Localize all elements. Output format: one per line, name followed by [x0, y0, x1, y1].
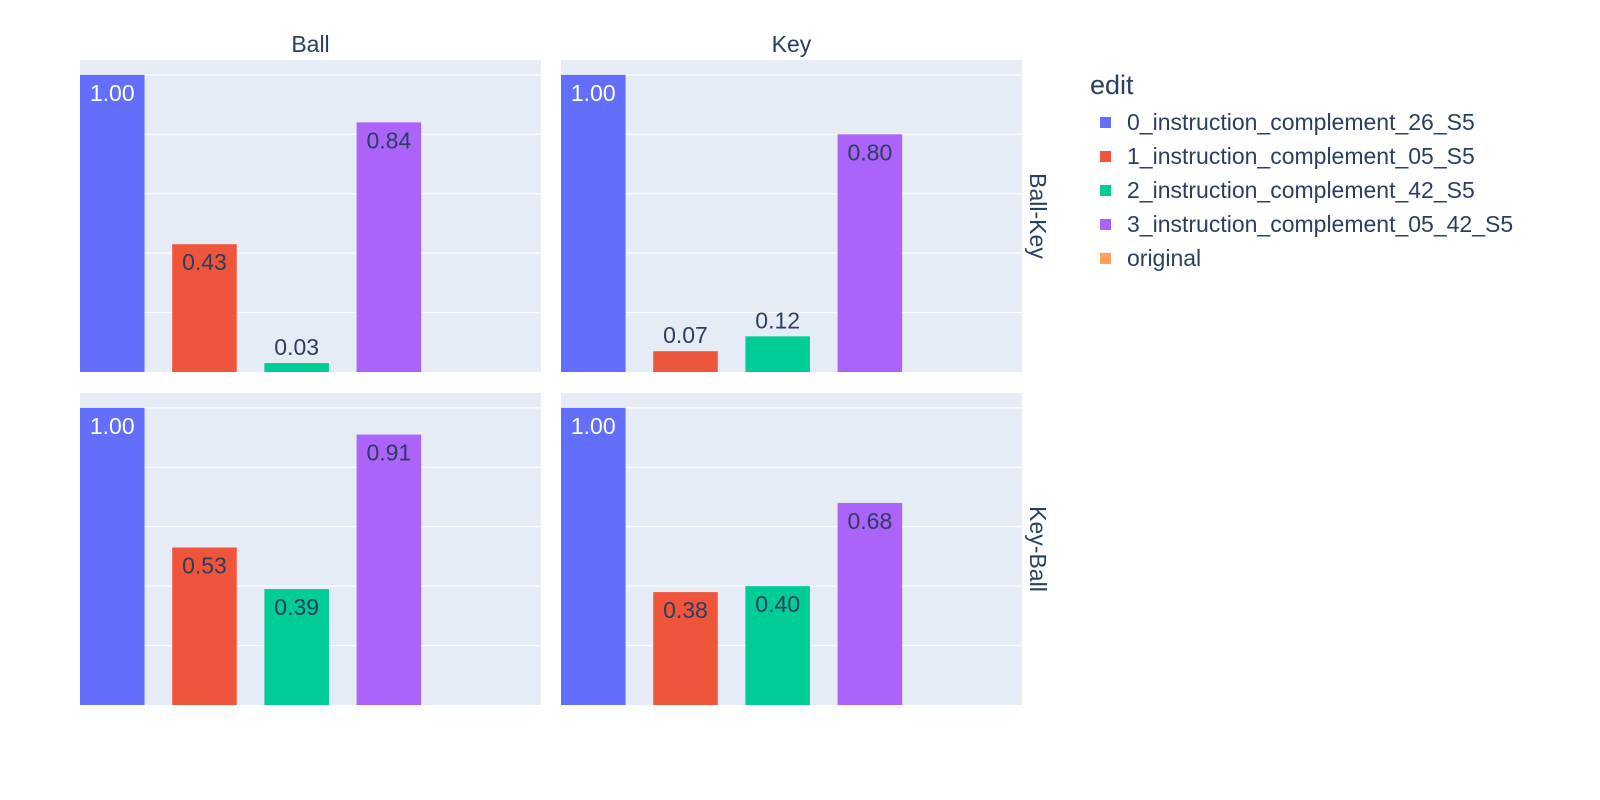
data-label: 0.07 [663, 322, 708, 348]
bar [745, 586, 810, 705]
bar [264, 363, 329, 372]
data-label: 0.43 [182, 249, 227, 275]
legend-label: 2_instruction_complement_42_S5 [1127, 176, 1475, 203]
data-label: 0.53 [182, 553, 227, 579]
bar [172, 547, 237, 705]
bar [561, 407, 626, 705]
data-label: 0.40 [755, 591, 800, 617]
bar [356, 122, 422, 373]
legend-label: 3_instruction_complement_05_42_S5 [1127, 210, 1514, 237]
bar [356, 434, 422, 705]
bar [837, 502, 903, 705]
facet-row-title: Ball-Key [1025, 173, 1051, 259]
legend-swatch [1100, 184, 1111, 196]
legend-label: 1_instruction_complement_05_S5 [1127, 142, 1475, 169]
legend-title: edit [1090, 70, 1134, 100]
bar [653, 592, 718, 705]
legend-item[interactable]: 0_instruction_complement_26_S5 [1090, 105, 1513, 139]
facet-row-title: Key-Ball [1025, 506, 1051, 592]
data-label: 1.00 [571, 413, 616, 439]
data-label: 0.12 [755, 307, 800, 333]
bar [561, 74, 626, 372]
bar [837, 134, 903, 372]
data-label: 0.84 [366, 127, 411, 153]
plot-area [561, 60, 1022, 372]
data-label: 1.00 [90, 80, 135, 106]
data-label: 0.80 [847, 139, 892, 165]
plot-area [80, 60, 541, 372]
legend-item[interactable]: 1_instruction_complement_05_S5 [1090, 139, 1513, 173]
legend-label: original [1127, 244, 1202, 271]
legend-label: 0_instruction_complement_26_S5 [1127, 108, 1475, 135]
legend-swatch [1100, 150, 1111, 162]
data-label: 0.38 [663, 597, 708, 623]
bar [653, 351, 718, 372]
bar [172, 244, 237, 372]
data-label: 1.00 [90, 413, 135, 439]
data-label: 0.68 [847, 508, 892, 534]
bar [745, 336, 810, 372]
legend: edit 0_instruction_complement_26_S5 1_in… [1090, 70, 1513, 275]
data-label: 0.03 [274, 334, 319, 360]
bar [264, 589, 329, 705]
facet-col-title: Ball [291, 31, 329, 57]
legend-swatch [1100, 116, 1111, 128]
facet-col-title: Key [772, 31, 812, 57]
bar [80, 74, 145, 372]
legend-item[interactable]: 3_instruction_complement_05_42_S5 [1090, 207, 1513, 241]
legend-item[interactable]: 2_instruction_complement_42_S5 [1090, 173, 1513, 207]
data-label: 0.91 [366, 440, 411, 466]
data-label: 1.00 [571, 80, 616, 106]
legend-swatch [1100, 218, 1111, 230]
legend-swatch [1100, 252, 1111, 264]
bar [80, 407, 145, 705]
data-label: 0.39 [274, 594, 319, 620]
legend-item[interactable]: original [1090, 241, 1513, 275]
